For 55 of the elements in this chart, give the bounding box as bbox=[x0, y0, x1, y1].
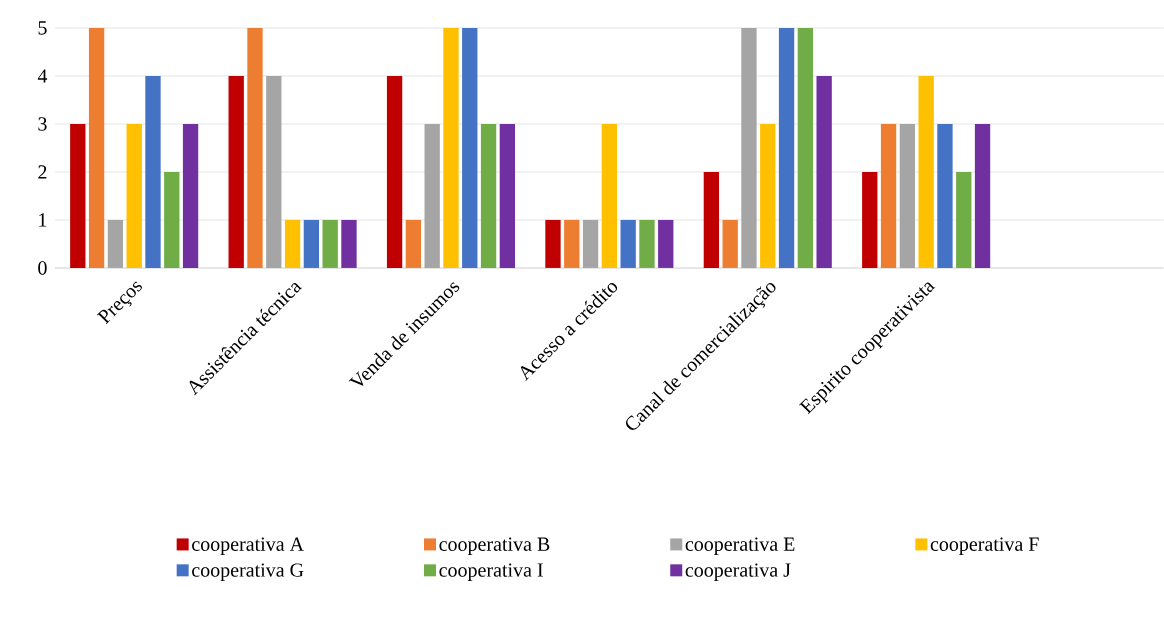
legend-label: cooperativa F bbox=[930, 537, 1039, 556]
bar bbox=[88, 28, 105, 268]
bar bbox=[582, 220, 599, 268]
bar bbox=[797, 28, 814, 268]
bar bbox=[601, 124, 618, 268]
bar bbox=[956, 172, 972, 268]
bar bbox=[164, 172, 180, 268]
bar bbox=[182, 124, 199, 268]
bar bbox=[126, 124, 142, 268]
bar bbox=[722, 220, 738, 268]
bar bbox=[424, 124, 440, 268]
bar bbox=[974, 124, 991, 268]
bar bbox=[70, 124, 86, 268]
bar bbox=[107, 220, 124, 268]
bar bbox=[937, 124, 953, 268]
bar bbox=[658, 220, 674, 268]
bar bbox=[284, 220, 301, 268]
bar bbox=[639, 220, 655, 268]
bar bbox=[760, 124, 776, 268]
bar bbox=[386, 76, 403, 268]
legend-label: cooperativa E bbox=[685, 537, 795, 556]
bar bbox=[480, 124, 497, 268]
bar bbox=[462, 28, 478, 268]
legend-label: cooperativa I bbox=[439, 563, 543, 581]
y-tick-label: 5 bbox=[38, 21, 47, 35]
legend-label: cooperativa B bbox=[439, 537, 550, 556]
bar bbox=[247, 28, 263, 268]
bar bbox=[703, 172, 720, 268]
y-tick-label: 4 bbox=[37, 69, 48, 83]
bar bbox=[778, 28, 795, 268]
bar bbox=[228, 76, 244, 268]
bar bbox=[341, 220, 357, 268]
legend-label: cooperativa G bbox=[192, 563, 304, 581]
bar bbox=[443, 28, 459, 268]
bar bbox=[322, 220, 338, 268]
bar bbox=[620, 220, 636, 268]
y-tick-label: 1 bbox=[39, 213, 47, 227]
bar bbox=[880, 124, 897, 268]
bar bbox=[405, 220, 422, 268]
legend-label: cooperativa J bbox=[685, 563, 791, 581]
bar bbox=[862, 172, 878, 268]
legend-label: cooperativa A bbox=[192, 537, 304, 556]
bar bbox=[545, 220, 561, 268]
bar bbox=[899, 124, 916, 268]
bar bbox=[145, 76, 161, 268]
bar bbox=[918, 76, 934, 268]
bar bbox=[741, 28, 757, 268]
bar bbox=[303, 220, 320, 268]
y-tick-label: 2 bbox=[38, 165, 47, 179]
bar bbox=[266, 76, 282, 268]
y-tick-label: 0 bbox=[38, 261, 47, 275]
bar bbox=[816, 76, 832, 268]
bar bbox=[564, 220, 580, 268]
bar bbox=[499, 124, 516, 268]
y-tick-label: 3 bbox=[38, 117, 47, 131]
